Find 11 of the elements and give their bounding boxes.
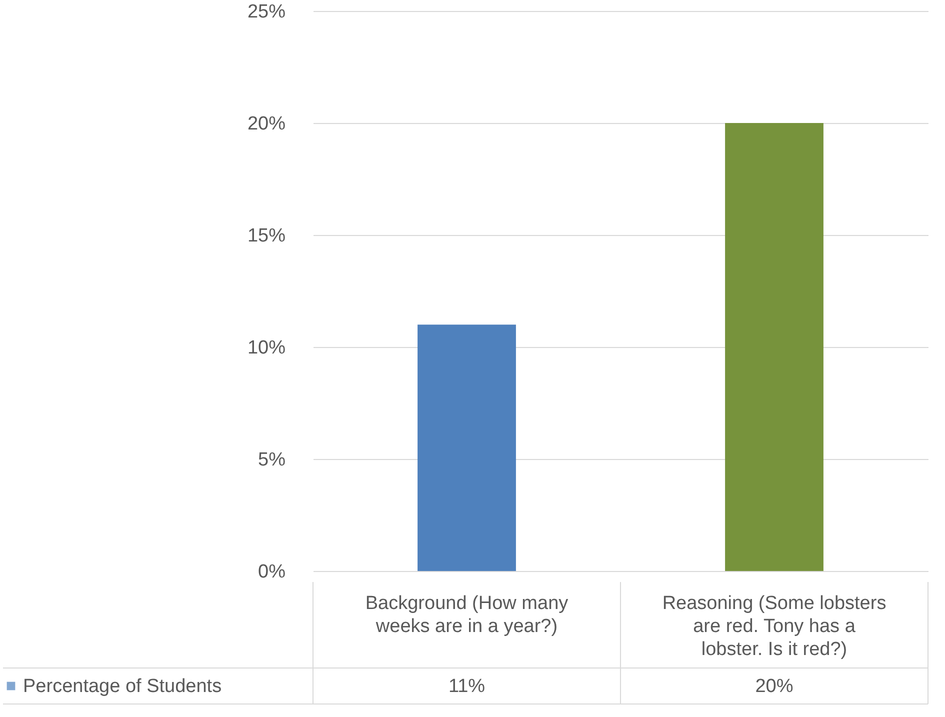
legend-label: Percentage of Students <box>23 676 222 697</box>
y-tick-label: 20% <box>247 114 286 134</box>
y-tick-label: 5% <box>258 450 286 470</box>
x-tick-label: Background (How many weeks are in a year?) <box>365 593 569 637</box>
x-tick-label: Reasoning (Some lobsters are red. Tony has a lobster. Is it red?) <box>662 593 886 660</box>
y-tick-label: 0% <box>258 562 286 582</box>
data-label: 11% <box>448 676 486 697</box>
y-tick-label: 15% <box>247 226 286 246</box>
y-tick-label: 25% <box>247 2 286 22</box>
data-label: 20% <box>755 676 794 697</box>
y-tick-label: 10% <box>247 338 286 358</box>
